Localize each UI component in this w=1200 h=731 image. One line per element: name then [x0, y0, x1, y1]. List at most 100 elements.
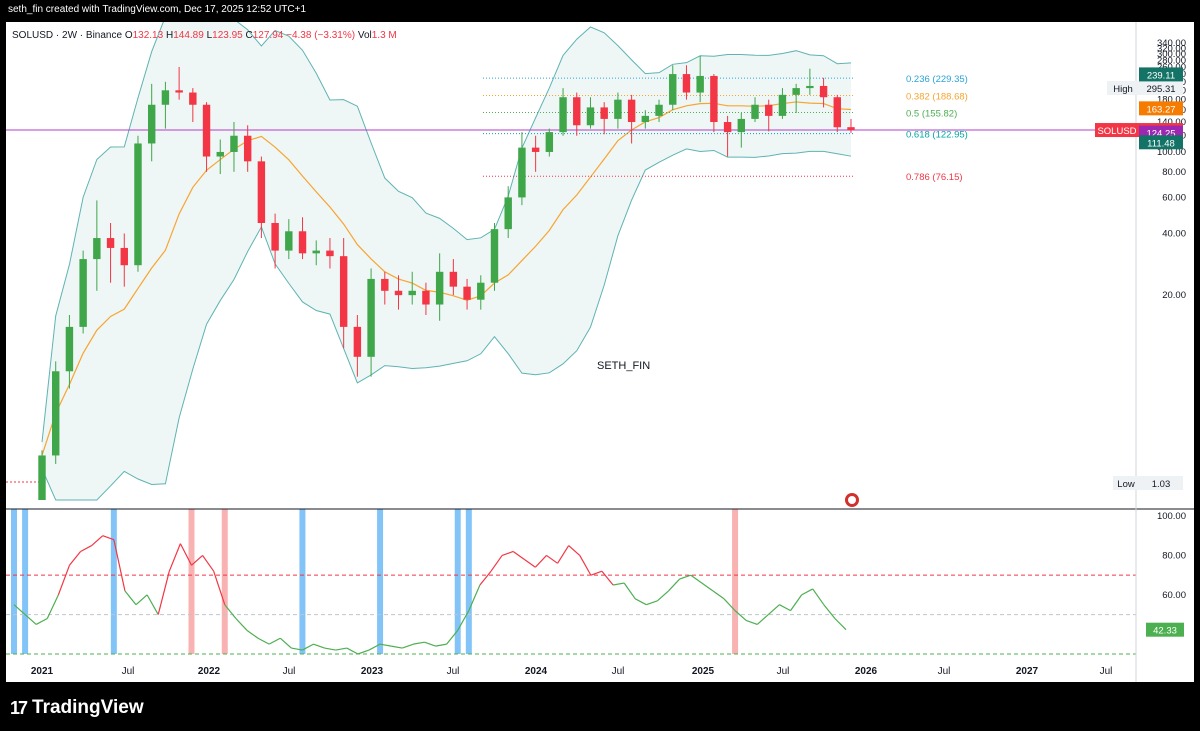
candle-body-47 — [682, 74, 691, 93]
rsi-segment-11 — [124, 590, 137, 606]
rsi-segment-17 — [191, 554, 203, 566]
legend-part-2: 132.13 — [133, 30, 166, 41]
rsi-highlight-blue-2 — [110, 509, 117, 654]
price-label-value-5: 111.48 — [1147, 138, 1175, 149]
candle-body-38 — [559, 97, 567, 133]
price-label-tag-3 — [1095, 123, 1139, 138]
x-tick-0: 2021 — [31, 666, 54, 677]
candle-body-39 — [573, 97, 581, 126]
candle-body-58 — [833, 97, 841, 128]
candle-body-17 — [271, 223, 279, 251]
legend-part-8: 127.94 — [253, 30, 286, 41]
candle-body-23 — [353, 326, 362, 357]
candle-body-30 — [449, 271, 458, 287]
candle-body-19 — [298, 231, 307, 254]
y-tick-14: 60.00 — [1162, 192, 1186, 203]
rsi-y-tick-2: 60.00 — [1162, 590, 1186, 601]
rsi-segment-24 — [268, 637, 281, 645]
candle-body-44 — [641, 115, 650, 123]
legend-part-9: −4.38 (−3.31%) — [286, 30, 358, 41]
rsi-highlight-red-0 — [188, 509, 195, 654]
candle-body-31 — [463, 286, 471, 300]
candle-body-37 — [545, 132, 554, 152]
tradingview-logo-icon: 17 — [10, 697, 28, 718]
rsi-segment-45 — [501, 550, 514, 556]
candle-body-12 — [202, 104, 211, 157]
chart-svg[interactable]: 0.236 (229.35) 0.382 (188.68) 0.5 (155.82)… — [6, 4, 1194, 682]
x-tick-11: Jul — [938, 666, 951, 677]
rsi-segment-61 — [679, 574, 691, 580]
rsi-y-tick-1: 80.00 — [1162, 550, 1186, 561]
rsi-segment-62 — [690, 574, 703, 584]
candle-body-21 — [326, 250, 334, 257]
price-label-0: High 295.31 — [1107, 81, 1183, 95]
rsi-segment-49 — [546, 554, 558, 564]
rsi-segment-41 — [457, 610, 470, 631]
tradingview-brand[interactable]: 17 TradingView — [10, 697, 144, 719]
rsi-segment-1 — [13, 604, 26, 616]
rsi-segment-63 — [701, 582, 714, 592]
candle-body-34 — [504, 197, 512, 230]
rsi-segment-43 — [479, 570, 492, 586]
rsi-highlight-blue-6 — [465, 509, 472, 654]
candle-body-1 — [52, 371, 60, 456]
band-fill — [42, 5, 851, 501]
candle-body-57 — [819, 85, 828, 98]
rsi-segment-5 — [57, 565, 71, 596]
rsi-segment-35 — [391, 645, 403, 649]
x-tick-4: 2023 — [361, 666, 384, 677]
candle-body-4 — [93, 238, 101, 260]
candle-body-41 — [600, 107, 608, 119]
rsi-highlight-red-2 — [732, 509, 739, 654]
rsi-segment-23 — [257, 637, 270, 645]
seth-fin-annotation: SETH_FIN — [597, 360, 650, 372]
y-tick-15: 40.00 — [1162, 228, 1186, 239]
candle-body-55 — [792, 88, 800, 95]
rsi-segment-69 — [767, 604, 780, 616]
y-tick-2: 300.00 — [1157, 49, 1186, 60]
price-label-value-6: 1.03 — [1152, 479, 1171, 490]
candle-body-6 — [120, 247, 128, 266]
legend-part-3: H — [166, 30, 173, 41]
rsi-segment-21 — [235, 618, 248, 631]
candle-body-2 — [65, 326, 74, 372]
candle-body-45 — [655, 104, 663, 116]
candle-body-50 — [723, 122, 732, 133]
rsi-segment-51 — [568, 545, 581, 556]
price-label-name-6: Low — [1117, 479, 1135, 490]
candle-body-13 — [216, 151, 224, 157]
price-label-box-6 — [1139, 476, 1183, 490]
candle-body-29 — [435, 271, 444, 305]
candle-body-0 — [38, 455, 46, 500]
candle-body-53 — [765, 104, 773, 116]
rsi-last-box — [1146, 622, 1184, 637]
rsi-segment-66 — [734, 610, 747, 621]
legend-part-1: O — [125, 30, 133, 41]
fib-label-2: 0.5 (155.82) — [906, 109, 957, 120]
fib-levels: 0.236 (229.35) 0.382 (188.68) 0.5 (155.82)… — [6, 74, 1136, 483]
price-label-value-2: 163.27 — [1146, 104, 1175, 115]
candle-body-9 — [161, 90, 170, 105]
price-label-value-4: 124.25 — [1146, 129, 1175, 140]
rsi-segment-59 — [657, 590, 669, 602]
rsi-segment-16 — [179, 543, 193, 566]
candle-body-5 — [106, 238, 115, 248]
x-tick-6: 2024 — [525, 666, 548, 677]
y-tick-3: 280.00 — [1157, 55, 1186, 66]
rsi-segment-10 — [113, 539, 126, 592]
rsi-highlight-blue-0 — [11, 509, 17, 654]
x-tick-13: Jul — [1100, 666, 1113, 677]
price-label-tag-0 — [1107, 81, 1139, 95]
flag-icon[interactable] — [845, 493, 859, 507]
rsi-segment-44 — [490, 555, 503, 572]
candle-body-27 — [408, 290, 416, 296]
rsi-segment-58 — [646, 600, 658, 606]
legend-part-5: L — [207, 30, 213, 41]
candle-body-10 — [175, 90, 183, 93]
rsi-highlight-blue-5 — [454, 509, 461, 654]
rsi-segment-15 — [168, 543, 181, 572]
y-tick-13: 80.00 — [1162, 167, 1186, 178]
price-label-box-5 — [1139, 135, 1183, 150]
rsi-segment-38 — [424, 641, 436, 647]
